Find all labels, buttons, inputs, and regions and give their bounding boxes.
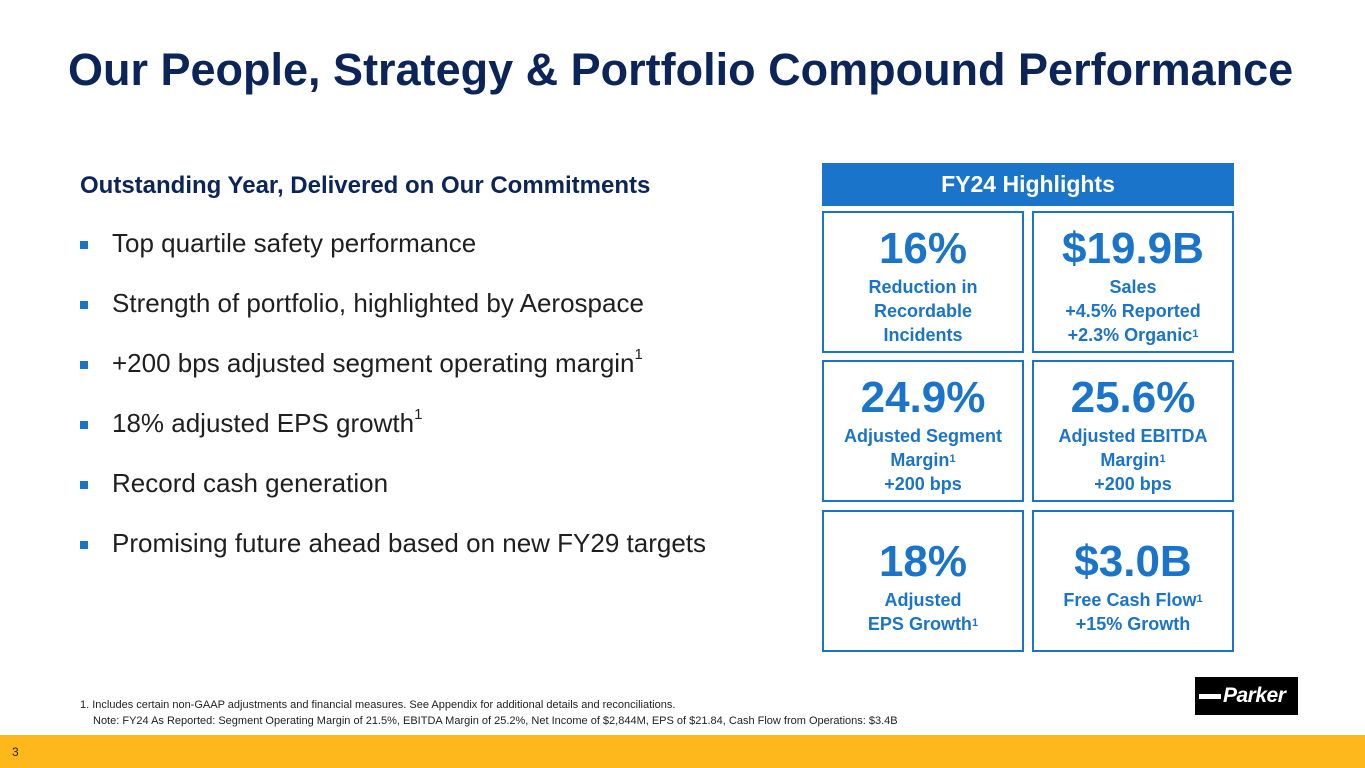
square-bullet-icon: [80, 421, 88, 429]
highlight-value: 24.9%: [860, 373, 986, 422]
parker-logo: Parker: [1195, 677, 1298, 715]
highlight-card-segment-margin: 24.9% Adjusted Segment Margin1 +200 bps: [822, 360, 1024, 502]
footnote-ref: 1: [1192, 328, 1199, 340]
bullet-item: Promising future ahead based on new FY29…: [80, 528, 706, 588]
bullet-item: Strength of portfolio, highlighted by Ae…: [80, 288, 706, 348]
slide-title: Our People, Strategy & Portfolio Compoun…: [68, 44, 1294, 95]
commitments-list: Top quartile safety performance Strength…: [80, 228, 706, 588]
bullet-item: Record cash generation: [80, 468, 706, 528]
footer-bar: 3: [0, 735, 1365, 768]
bullet-text: 18% adjusted EPS growth: [112, 408, 415, 438]
highlight-description: Adjusted EPS Growth1: [867, 590, 979, 634]
page-number: 3: [12, 745, 19, 759]
footnote-ref: 1: [1159, 453, 1166, 465]
highlight-value: 18%: [878, 537, 968, 586]
footnote-ref: 1: [971, 617, 979, 629]
highlight-card-ebitda-margin: 25.6% Adjusted EBITDA Margin1 +200 bps: [1032, 360, 1234, 502]
highlight-value: 25.6%: [1070, 373, 1196, 422]
square-bullet-icon: [80, 481, 88, 489]
highlight-value: 16%: [878, 224, 968, 273]
square-bullet-icon: [80, 361, 88, 369]
highlight-card-safety: 16% Reduction in Recordable Incidents: [822, 211, 1024, 353]
highlight-card-eps-growth: 18% Adjusted EPS Growth1: [822, 510, 1024, 652]
logo-dash-mark: [1199, 693, 1221, 699]
highlight-description: Adjusted Segment Margin1 +200 bps: [843, 426, 1003, 494]
footnote-ref: 1: [414, 406, 423, 423]
bullet-item: Top quartile safety performance: [80, 228, 706, 288]
highlight-description: Adjusted EBITDA Margin1 +200 bps: [1058, 426, 1208, 494]
footnote-ref: 1: [949, 453, 956, 465]
highlight-description: Sales +4.5% Reported +2.3% Organic1: [1065, 277, 1201, 345]
footnotes: 1. Includes certain non-GAAP adjustments…: [80, 697, 898, 729]
bullet-item: +200 bps adjusted segment operating marg…: [80, 346, 706, 408]
bullet-text: Top quartile safety performance: [112, 228, 477, 258]
bullet-text: +200 bps adjusted segment operating marg…: [112, 348, 635, 378]
highlight-card-sales: $19.9B Sales +4.5% Reported +2.3% Organi…: [1032, 211, 1234, 353]
square-bullet-icon: [80, 241, 88, 249]
highlight-value: $3.0B: [1074, 537, 1192, 586]
reported-note: Note: FY24 As Reported: Segment Operatin…: [93, 715, 898, 727]
bullet-text: Strength of portfolio, highlighted by Ae…: [112, 288, 644, 318]
footnote-ref: 1: [634, 346, 643, 363]
bullet-item: 18% adjusted EPS growth 1: [80, 406, 706, 468]
logo-wordmark: Parker: [1223, 684, 1286, 707]
highlights-header: FY24 Highlights: [822, 163, 1234, 206]
highlight-card-free-cash-flow: $3.0B Free Cash Flow1 +15% Growth: [1032, 510, 1234, 652]
section-subheading: Outstanding Year, Delivered on Our Commi…: [80, 172, 651, 199]
highlight-description: Reduction in Recordable Incidents: [868, 277, 978, 345]
highlight-value: $19.9B: [1062, 224, 1204, 273]
highlight-description: Free Cash Flow1 +15% Growth: [1063, 590, 1203, 634]
square-bullet-icon: [80, 301, 88, 309]
square-bullet-icon: [80, 541, 88, 549]
footnote-1: 1. Includes certain non-GAAP adjustments…: [80, 699, 676, 711]
bullet-text: Promising future ahead based on new FY29…: [112, 528, 707, 558]
footnote-ref: 1: [1196, 593, 1203, 605]
bullet-text: Record cash generation: [112, 468, 389, 498]
